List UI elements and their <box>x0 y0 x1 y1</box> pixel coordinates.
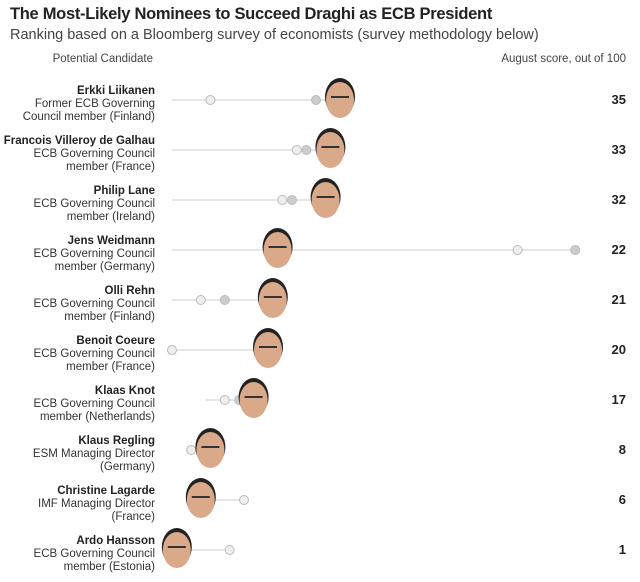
candidate-role: ECB Governing Council <box>33 148 155 160</box>
prior-score-dot <box>570 245 581 255</box>
candidate-role: member (France) <box>66 161 155 173</box>
prior-score-dot <box>239 495 249 505</box>
column-header-candidate: Potential Candidate <box>52 53 153 65</box>
candidate-label: Philip Lane ECB Governing Council member (… <box>0 185 155 224</box>
candidate-label: Francois Villeroy de Galhau ECB Governing… <box>0 135 155 174</box>
candidate-face-icon <box>196 432 225 468</box>
candidate-name: Klaas Knot <box>94 385 155 397</box>
candidate-role: ECB Governing Council <box>33 348 155 360</box>
candidate-role: member (Germany) <box>54 261 155 273</box>
score-value: 17 <box>611 392 626 407</box>
chart-title: The Most-Likely Nominees to Succeed Drag… <box>10 5 493 23</box>
candidate-name: Christine Lagarde <box>57 485 155 497</box>
candidate-name: Benoit Coeure <box>76 335 155 347</box>
prior-score-dot <box>277 195 288 205</box>
candidate-role: Former ECB Governing <box>34 98 155 110</box>
prior-score-dot <box>219 295 230 305</box>
candidate-label: Klaas Knot ECB Governing Council member (N… <box>0 385 155 424</box>
chart-subtitle: Ranking based on a Bloomberg survey of e… <box>10 27 539 43</box>
candidate-face-icon <box>186 482 215 518</box>
prior-score-dot <box>291 145 302 155</box>
column-header-score: August score, out of 100 <box>501 53 626 65</box>
prior-score-dot <box>287 195 297 205</box>
candidate-role: member (France) <box>66 361 155 373</box>
candidate-role: ECB Governing Council <box>33 198 155 210</box>
score-value: 33 <box>611 142 626 157</box>
prior-score-dot <box>512 245 523 255</box>
prior-score-dot <box>311 95 321 105</box>
candidate-label: Erkki Liikanen Former ECB Governing Counci… <box>0 85 155 124</box>
candidate-label: Benoit Coeure ECB Governing Council member… <box>0 335 155 374</box>
candidate-name: Jens Weidmann <box>67 235 155 247</box>
candidate-face-icon <box>326 82 354 118</box>
candidate-role: IMF Managing Director <box>38 498 155 510</box>
candidate-name: Klaus Regling <box>78 435 155 447</box>
candidate-face-icon <box>316 132 345 168</box>
candidate-label: Olli Rehn ECB Governing Council member (Fi… <box>0 285 155 324</box>
candidate-role: (Germany) <box>100 461 155 473</box>
score-value: 8 <box>618 442 626 457</box>
candidate-face-icon <box>263 232 292 268</box>
candidate-face-icon <box>239 382 268 418</box>
score-value: 22 <box>611 242 626 257</box>
candidate-label: Christine Lagarde IMF Managing Director (F… <box>0 485 155 524</box>
prior-score-dot <box>224 545 235 555</box>
candidate-label: Klaus Regling ESM Managing Director (Germa… <box>0 435 155 474</box>
candidate-face-icon <box>311 182 340 218</box>
candidate-role: member (Ireland) <box>66 211 155 223</box>
score-value: 21 <box>611 292 626 307</box>
candidate-role: ECB Governing Council <box>33 398 155 410</box>
candidate-name: Olli Rehn <box>104 285 155 297</box>
candidate-role: ECB Governing Council <box>33 298 155 310</box>
candidate-role: member (Estonia) <box>63 561 155 573</box>
prior-score-dot <box>195 295 206 305</box>
candidate-role: member (Netherlands) <box>39 411 155 423</box>
candidate-label: Ardo Hansson ECB Governing Council member … <box>0 535 155 574</box>
candidate-name: Philip Lane <box>93 185 155 197</box>
candidate-role: ECB Governing Council <box>33 548 155 560</box>
score-value: 6 <box>618 492 626 507</box>
candidate-role: Council member (Finland) <box>22 111 155 123</box>
candidate-role: member (Finland) <box>64 311 155 323</box>
candidate-name: Erkki Liikanen <box>77 85 155 97</box>
score-value: 35 <box>611 92 626 107</box>
candidate-role: ECB Governing Council <box>33 248 155 260</box>
prior-score-dot <box>301 145 312 155</box>
candidate-name: Francois Villeroy de Galhau <box>3 135 155 147</box>
prior-score-dot <box>205 95 216 105</box>
score-value: 20 <box>611 342 626 357</box>
candidate-name: Ardo Hansson <box>76 535 155 547</box>
score-value: 1 <box>618 542 626 557</box>
candidate-face-icon <box>162 532 191 568</box>
candidate-role: ESM Managing Director <box>32 448 155 460</box>
prior-score-dot <box>167 345 177 355</box>
candidate-label: Jens Weidmann ECB Governing Council member… <box>0 235 155 274</box>
score-value: 32 <box>611 192 626 207</box>
candidate-face-icon <box>258 282 287 318</box>
candidate-role: (France) <box>111 511 155 523</box>
candidate-face-icon <box>254 332 282 368</box>
prior-score-dot <box>186 445 197 455</box>
prior-score-dot <box>219 395 230 405</box>
